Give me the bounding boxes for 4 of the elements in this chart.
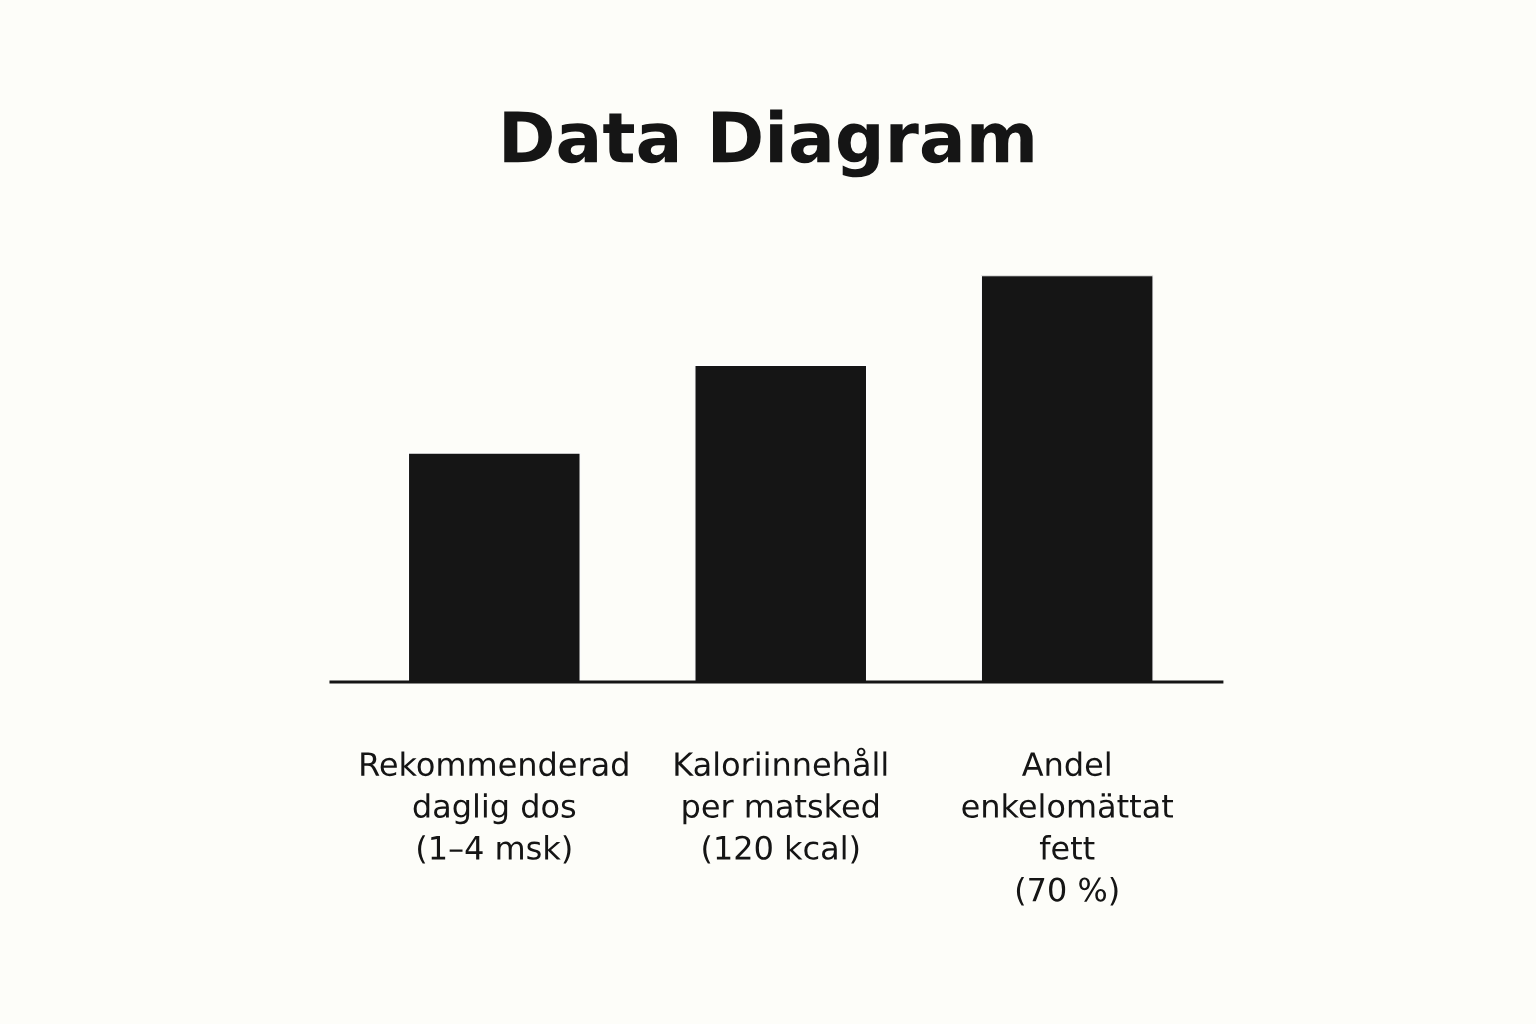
chart-title: Data Diagram — [504, 109, 1033, 178]
x-tick-label: Andel enkelomättat fett (70 %) — [962, 751, 1174, 906]
x-tick-label: Kaloriinnehåll per matsked (120 kcal) — [675, 747, 887, 864]
x-tick-label: Rekommenderad daglig dos (1–4 msk) — [361, 751, 628, 864]
